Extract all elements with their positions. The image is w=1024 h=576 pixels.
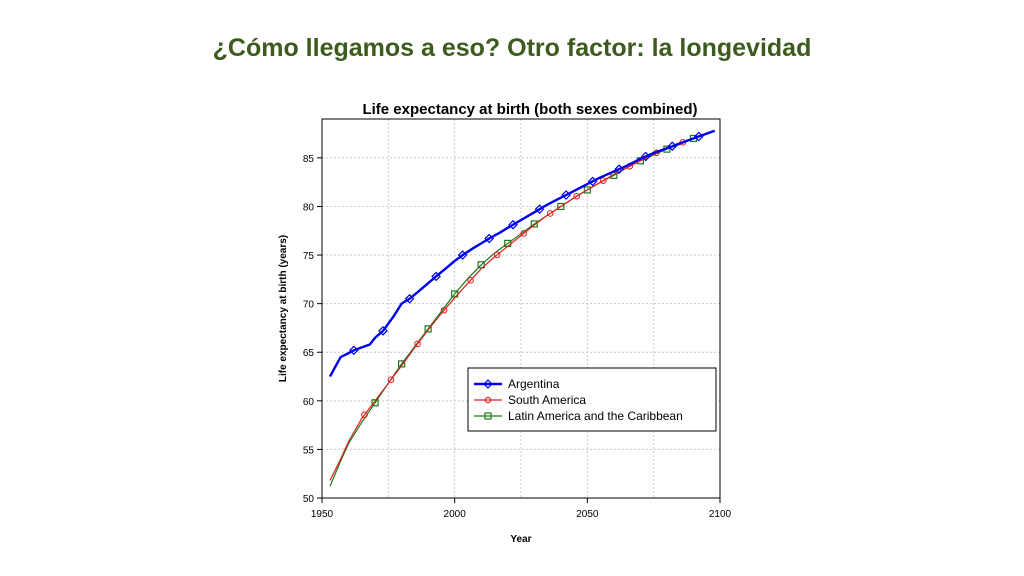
legend-label: Latin America and the Caribbean bbox=[508, 409, 683, 423]
y-tick-label: 75 bbox=[303, 251, 315, 262]
data-point-marker bbox=[573, 192, 581, 200]
chart-legend: Argentina South America Latin America and … bbox=[467, 367, 717, 432]
data-point-marker bbox=[457, 250, 468, 260]
data-point-marker bbox=[583, 186, 591, 194]
x-axis-label: Year bbox=[510, 534, 531, 545]
data-point-marker bbox=[483, 379, 493, 389]
data-point-marker bbox=[371, 399, 379, 407]
data-point-marker bbox=[530, 220, 538, 228]
x-tick-label: 2100 bbox=[709, 509, 732, 520]
data-point-marker bbox=[387, 376, 395, 384]
data-point-marker bbox=[520, 230, 527, 237]
data-point-marker bbox=[484, 233, 495, 244]
data-point-marker bbox=[414, 340, 421, 348]
y-tick-label: 85 bbox=[303, 154, 315, 165]
data-point-marker bbox=[440, 306, 448, 314]
data-point-marker bbox=[484, 396, 492, 404]
data-point-marker bbox=[599, 177, 607, 184]
y-tick-label: 80 bbox=[303, 202, 315, 213]
series-line bbox=[328, 129, 716, 378]
data-point-marker bbox=[484, 412, 492, 420]
y-tick-label: 55 bbox=[303, 445, 315, 456]
series-0 bbox=[328, 129, 716, 378]
y-tick-label: 60 bbox=[303, 397, 315, 408]
x-tick-label: 2050 bbox=[576, 509, 599, 520]
data-point-marker bbox=[424, 325, 432, 333]
data-point-marker bbox=[614, 164, 625, 174]
data-point-marker bbox=[693, 131, 704, 142]
x-tick-label: 1950 bbox=[311, 509, 334, 520]
data-point-marker bbox=[467, 277, 474, 284]
series-layer bbox=[328, 129, 716, 487]
chart-title: Life expectancy at birth (both sexes com… bbox=[362, 101, 697, 118]
chart-grid bbox=[321, 119, 721, 499]
data-point-marker bbox=[378, 326, 388, 336]
data-point-marker bbox=[667, 141, 678, 152]
data-point-marker bbox=[404, 293, 415, 304]
series-line bbox=[329, 130, 715, 487]
legend-label: Argentina bbox=[508, 377, 560, 391]
legend-box bbox=[467, 367, 717, 432]
y-axis-label: Life expectancy at birth (years) bbox=[278, 235, 289, 382]
data-point-marker bbox=[557, 202, 565, 211]
axis-ticks: 1950 2000 2050 2100 50 55 60 65 70 75 80 85 bbox=[303, 154, 732, 520]
data-point-marker bbox=[477, 261, 485, 269]
data-point-marker bbox=[546, 210, 554, 217]
data-point-marker bbox=[361, 411, 368, 419]
life-expectancy-chart: Life expectancy at birth (both sexes com… bbox=[278, 101, 732, 545]
data-point-marker bbox=[534, 204, 545, 215]
slide-title: ¿Cómo llegamos a eso? Otro factor: la lo… bbox=[212, 34, 812, 62]
data-point-marker bbox=[508, 219, 518, 230]
plot-area bbox=[321, 118, 721, 499]
series-2 bbox=[329, 130, 715, 487]
data-point-marker bbox=[640, 151, 651, 162]
y-tick-label: 70 bbox=[303, 300, 315, 311]
data-point-marker bbox=[398, 360, 406, 368]
data-point-marker bbox=[493, 251, 501, 259]
data-point-marker bbox=[561, 190, 571, 200]
y-tick-label: 50 bbox=[303, 494, 315, 505]
data-point-marker bbox=[348, 345, 359, 356]
data-point-marker bbox=[587, 176, 598, 187]
y-tick-label: 65 bbox=[303, 348, 315, 359]
data-point-marker bbox=[431, 271, 441, 282]
x-tick-label: 2000 bbox=[444, 509, 467, 520]
legend-label: South America bbox=[508, 393, 586, 407]
